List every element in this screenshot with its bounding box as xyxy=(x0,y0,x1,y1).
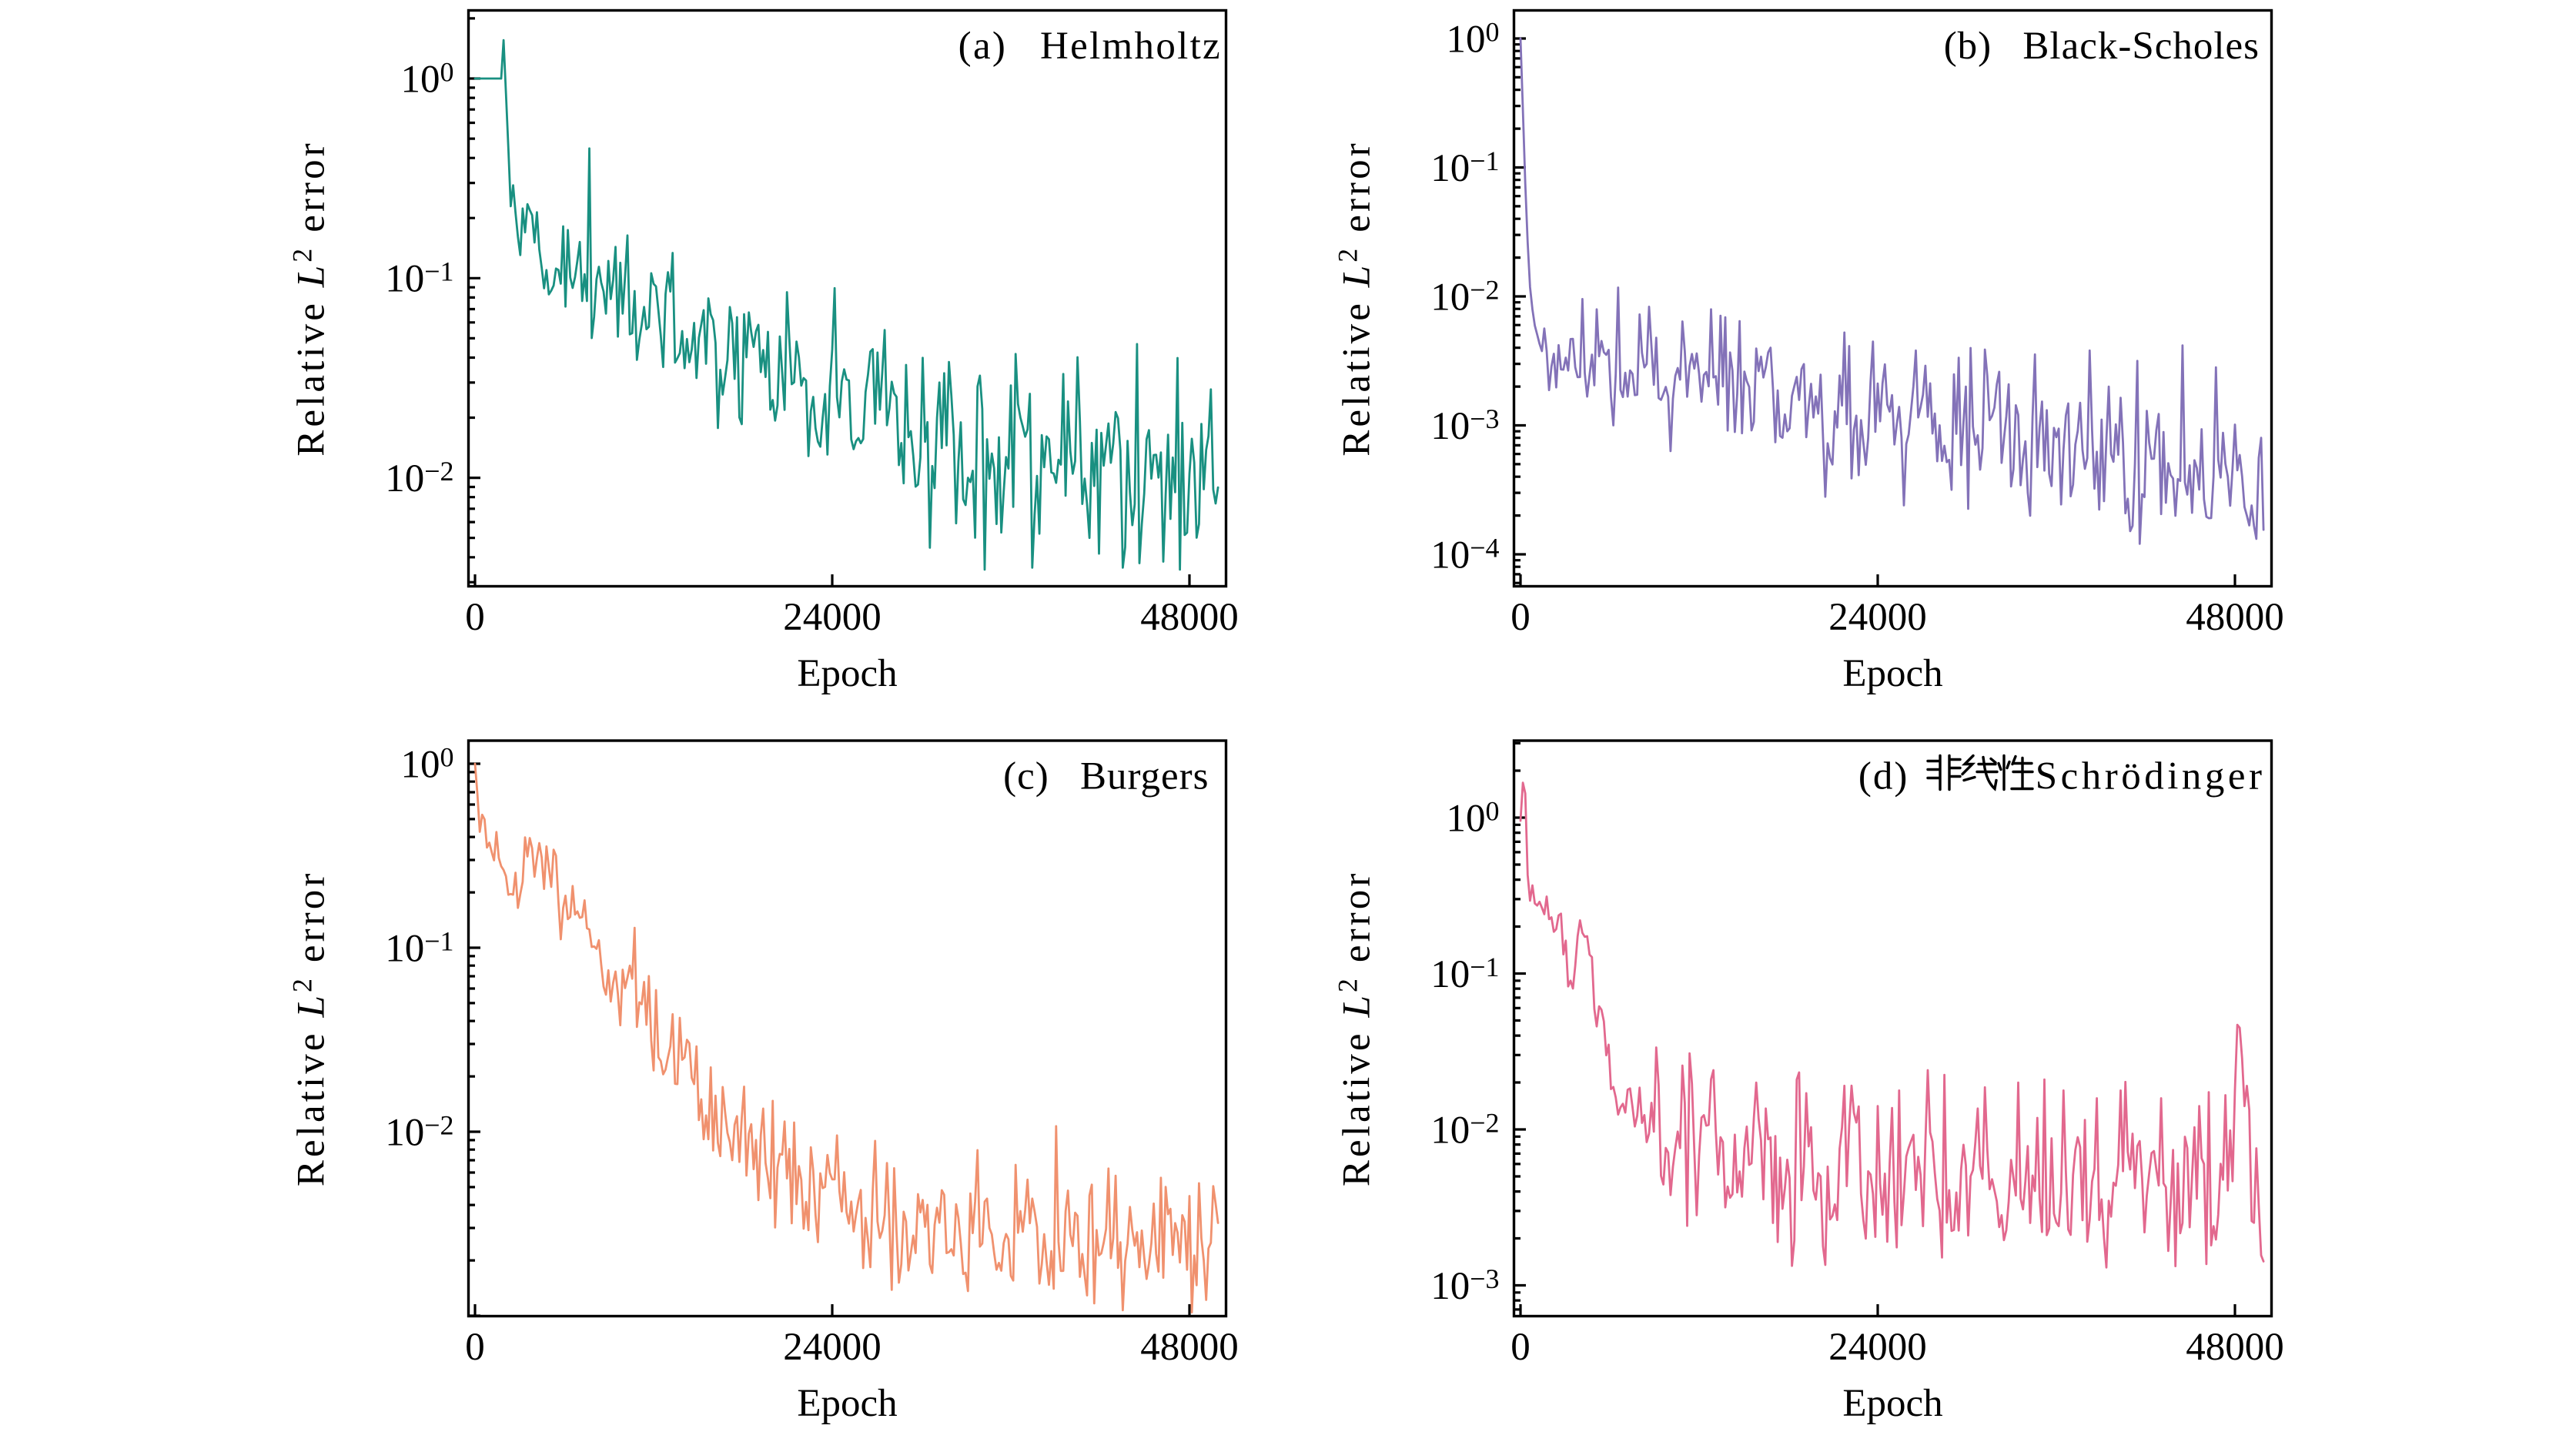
svg-text:Epoch: Epoch xyxy=(797,652,897,695)
svg-text:24000: 24000 xyxy=(1828,596,1927,639)
svg-text:Relative L2 error: Relative L2 error xyxy=(1333,140,1379,457)
svg-text:48000: 48000 xyxy=(2186,596,2284,639)
svg-text:0: 0 xyxy=(465,596,485,639)
svg-text:(b) Black-Scholes: (b) Black-Scholes xyxy=(1944,25,2260,68)
svg-text:24000: 24000 xyxy=(783,1326,882,1369)
svg-text:Relative L2 error: Relative L2 error xyxy=(287,140,333,457)
svg-text:Schrödinger: Schrödinger xyxy=(2036,755,2266,798)
svg-text:Epoch: Epoch xyxy=(1842,652,1942,695)
svg-text:0: 0 xyxy=(1510,1326,1531,1369)
svg-text:Relative L2 error: Relative L2 error xyxy=(287,870,333,1186)
svg-text:10−2: 10−2 xyxy=(385,1109,453,1154)
svg-text:48000: 48000 xyxy=(1140,596,1239,639)
svg-text:0: 0 xyxy=(465,1326,485,1369)
svg-text:(d): (d) xyxy=(1858,755,1909,798)
svg-text:48000: 48000 xyxy=(1140,1326,1239,1369)
svg-text:(c) Burgers: (c) Burgers xyxy=(1003,755,1209,798)
svg-text:Epoch: Epoch xyxy=(797,1382,897,1425)
svg-text:0: 0 xyxy=(1510,596,1531,639)
svg-text:24000: 24000 xyxy=(783,596,882,639)
svg-text:(a) Helmholtz: (a) Helmholtz xyxy=(958,25,1222,68)
svg-text:100: 100 xyxy=(401,56,454,101)
svg-text:48000: 48000 xyxy=(2186,1326,2284,1369)
svg-text:10−1: 10−1 xyxy=(1430,146,1499,190)
svg-text:100: 100 xyxy=(401,741,454,786)
svg-text:Relative L2 error: Relative L2 error xyxy=(1333,870,1379,1186)
svg-text:Epoch: Epoch xyxy=(1842,1382,1942,1425)
svg-text:24000: 24000 xyxy=(1828,1326,1927,1369)
svg-text:10−2: 10−2 xyxy=(1430,274,1499,319)
